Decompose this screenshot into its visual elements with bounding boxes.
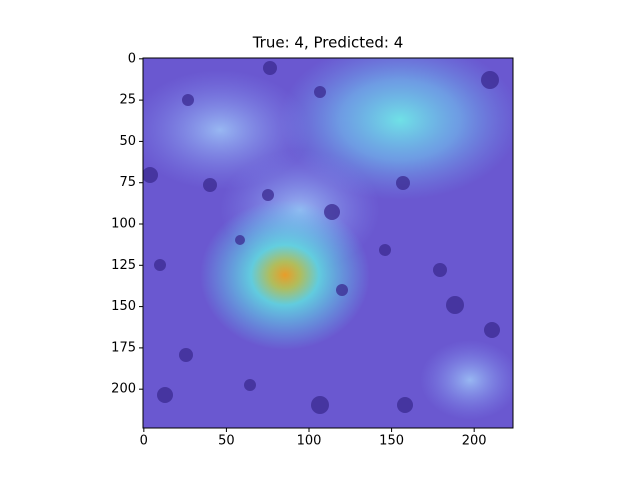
y-tick-label: 100 (111, 217, 136, 232)
y-tick-label: 125 (111, 258, 136, 273)
heatmap-image (143, 58, 513, 428)
y-tick-label: 150 (111, 299, 136, 314)
chart-title: True: 4, Predicted: 4 (252, 34, 404, 52)
y-tick-label: 175 (111, 340, 136, 355)
y-tick-label: 0 (128, 51, 136, 66)
x-tick-label: 0 (140, 434, 148, 449)
y-tick-label: 25 (119, 93, 136, 108)
x-tick-label: 150 (379, 434, 404, 449)
y-tick-label: 75 (119, 175, 136, 190)
x-tick-label: 200 (462, 434, 487, 449)
x-tick-label: 100 (297, 434, 322, 449)
x-tick-label: 50 (218, 434, 235, 449)
y-tick-label: 200 (111, 382, 136, 397)
y-tick-label: 50 (119, 134, 136, 149)
axes-frame (142, 57, 514, 429)
